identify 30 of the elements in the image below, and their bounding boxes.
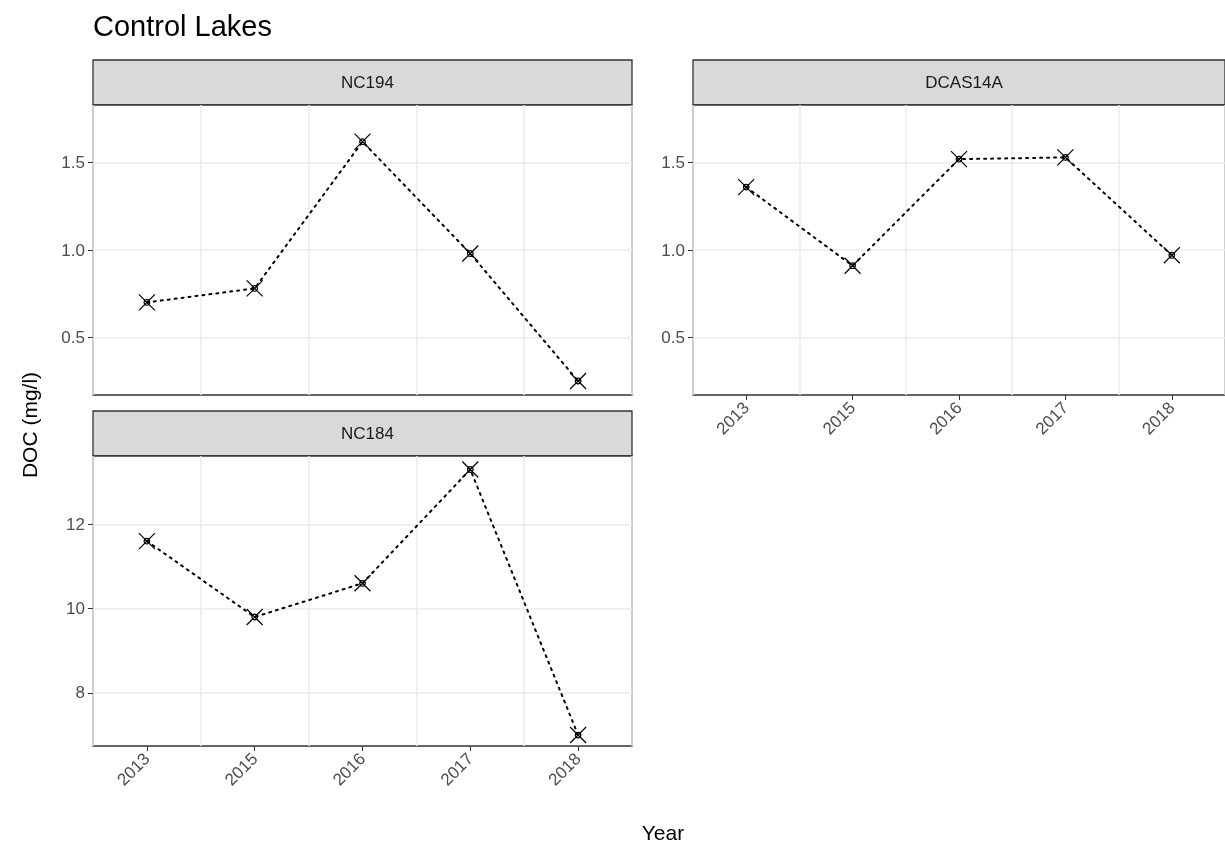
point — [844, 257, 862, 275]
point — [353, 133, 372, 151]
y-tick-label: 12 — [66, 514, 85, 534]
x-axis-title: Year — [641, 821, 685, 845]
point — [1163, 246, 1181, 264]
y-tick-label: 10 — [66, 599, 85, 619]
point — [737, 178, 755, 196]
point — [353, 574, 372, 592]
y-tick-label: 1.5 — [661, 153, 685, 173]
point — [246, 279, 264, 298]
text: Control Lakes — [93, 9, 272, 44]
point — [461, 460, 479, 479]
y-axis-title: DOC (mg/l) — [18, 371, 42, 479]
chart-title: NC184 — [341, 424, 394, 443]
point — [461, 244, 479, 263]
point — [950, 150, 968, 168]
point — [1056, 148, 1074, 167]
y-tick-label: 1.5 — [61, 153, 85, 173]
point — [246, 608, 264, 626]
point — [569, 726, 587, 744]
chart-title: DCAS14A — [925, 73, 1004, 92]
y-tick-label: 0.5 — [61, 327, 85, 347]
point — [138, 293, 156, 312]
y-tick-label: 8 — [75, 683, 85, 703]
y-tick-label: 0.5 — [661, 327, 685, 347]
chart-title: NC194 — [341, 73, 394, 92]
y-tick-label: 1.0 — [661, 240, 685, 260]
point — [138, 532, 156, 550]
y-tick-label: 1.0 — [61, 240, 85, 260]
point — [569, 372, 587, 390]
